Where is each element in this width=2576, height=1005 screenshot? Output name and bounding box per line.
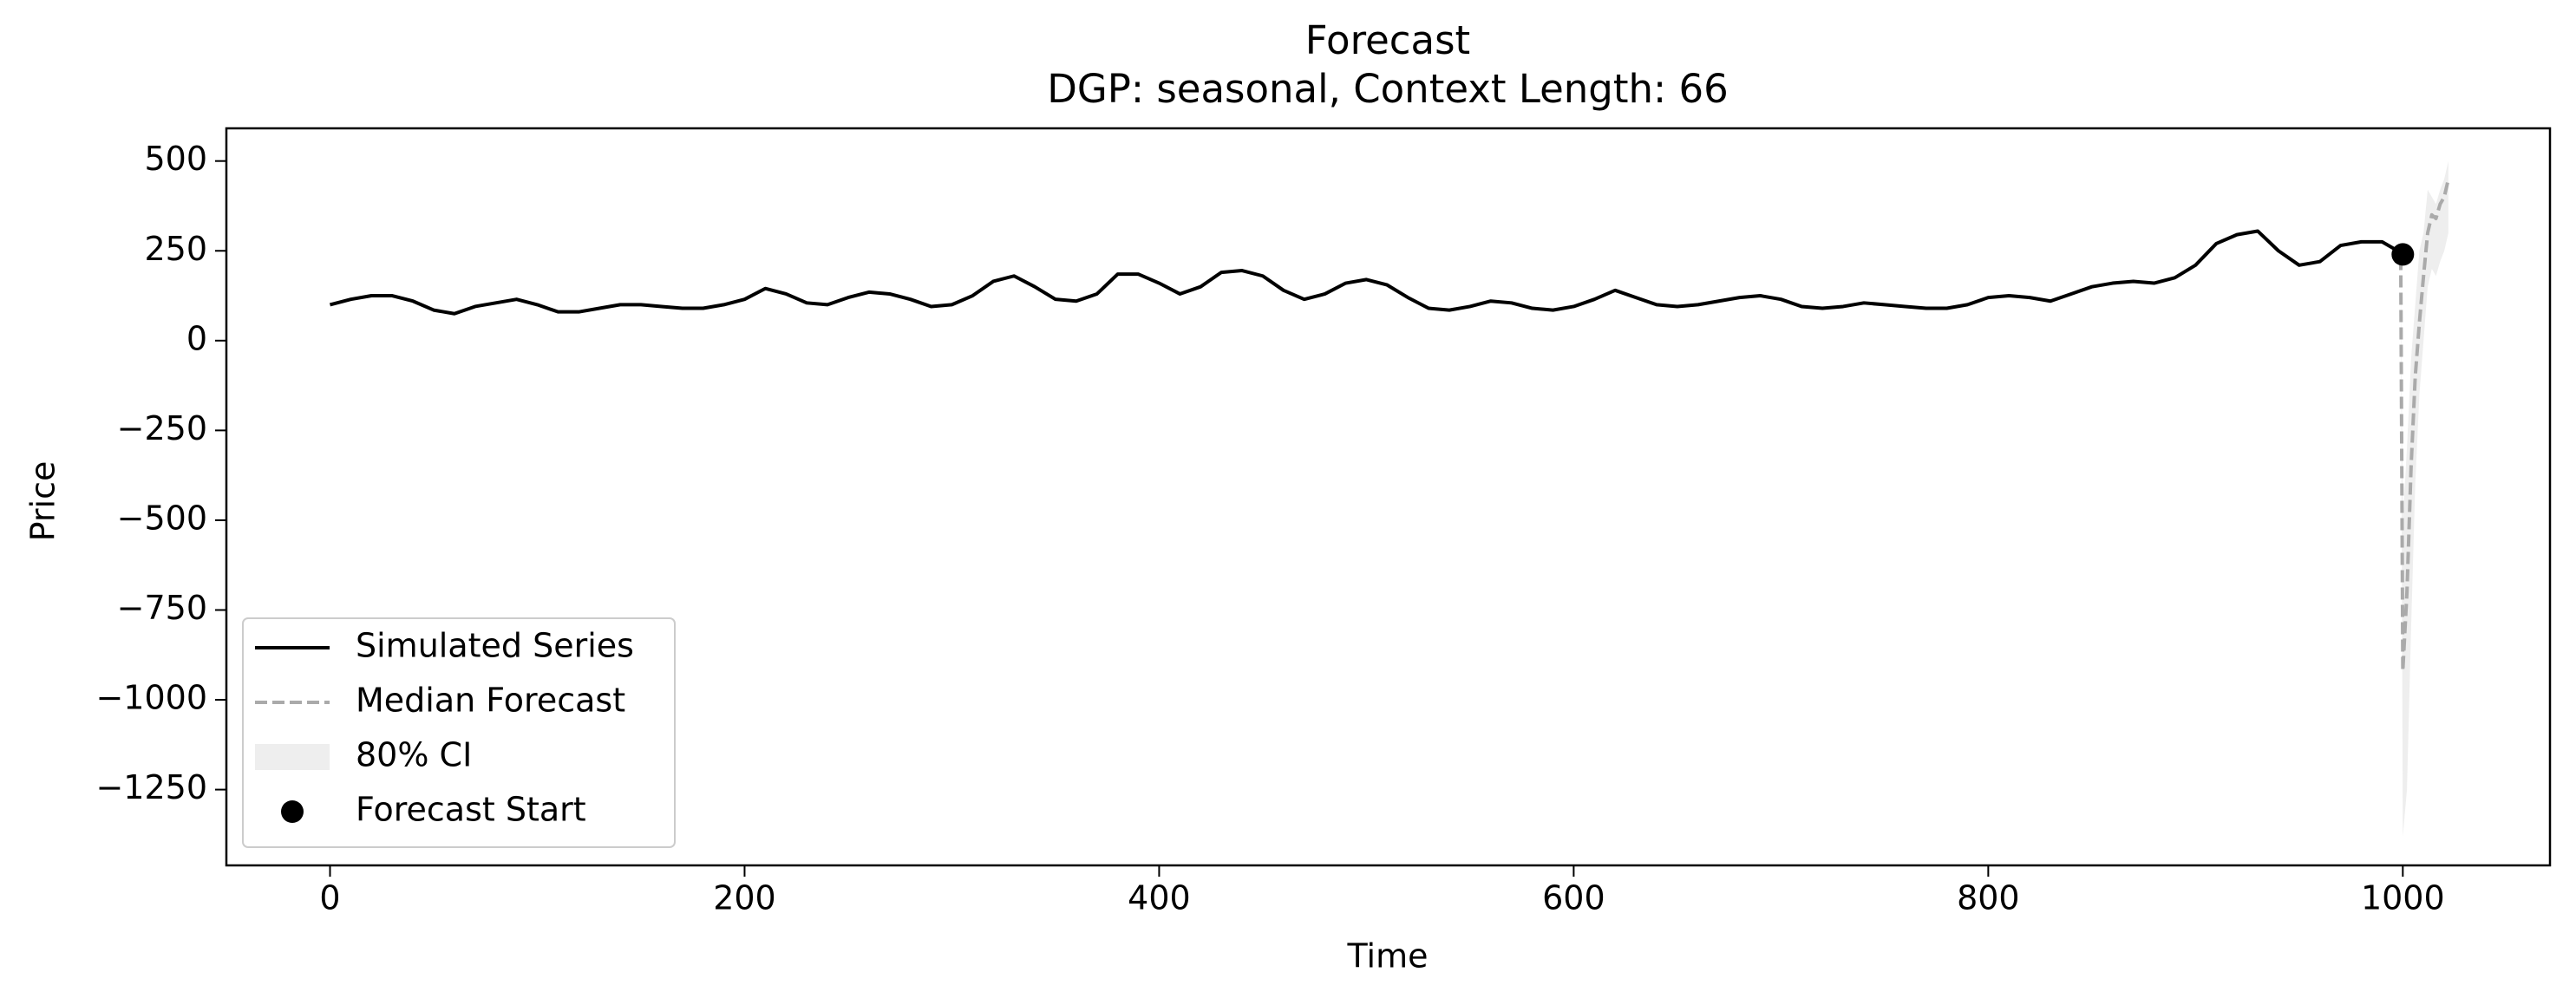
y-tick-label: −250 bbox=[117, 409, 207, 447]
legend-swatch bbox=[281, 800, 304, 823]
y-tick-label: 0 bbox=[186, 319, 207, 357]
y-tick-label: −1000 bbox=[95, 679, 207, 717]
legend-label: 80% CI bbox=[356, 736, 472, 774]
y-tick-label: −500 bbox=[117, 499, 207, 537]
legend-label: Median Forecast bbox=[356, 682, 625, 720]
legend-label: Simulated Series bbox=[356, 627, 634, 665]
plot-frame bbox=[225, 127, 2552, 867]
y-tick-label: −750 bbox=[117, 589, 207, 627]
series-line bbox=[2398, 178, 2450, 673]
legend-swatch bbox=[255, 744, 330, 770]
x-tick-label: 800 bbox=[1957, 879, 2020, 917]
ci-band bbox=[2400, 160, 2449, 837]
series-line bbox=[329, 229, 2402, 316]
x-axis-label: Time bbox=[1347, 937, 1429, 976]
y-tick-label: 500 bbox=[144, 140, 207, 178]
x-tick-label: 0 bbox=[319, 879, 340, 917]
chart-subtitle: DGP: seasonal, Context Length: 66 bbox=[1047, 66, 1729, 112]
y-axis-label: Price bbox=[24, 461, 62, 542]
legend-box bbox=[242, 617, 676, 848]
chart-title: Forecast bbox=[1305, 17, 1470, 63]
forecast-start bbox=[2391, 243, 2415, 266]
y-tick-label: 250 bbox=[144, 230, 207, 268]
x-tick-label: 1000 bbox=[2361, 879, 2445, 917]
x-tick-label: 400 bbox=[1128, 879, 1191, 917]
x-tick-label: 200 bbox=[713, 879, 776, 917]
x-tick-label: 600 bbox=[1542, 879, 1605, 917]
y-tick-label: −1250 bbox=[95, 768, 207, 806]
legend-label: Forecast Start bbox=[356, 791, 586, 829]
